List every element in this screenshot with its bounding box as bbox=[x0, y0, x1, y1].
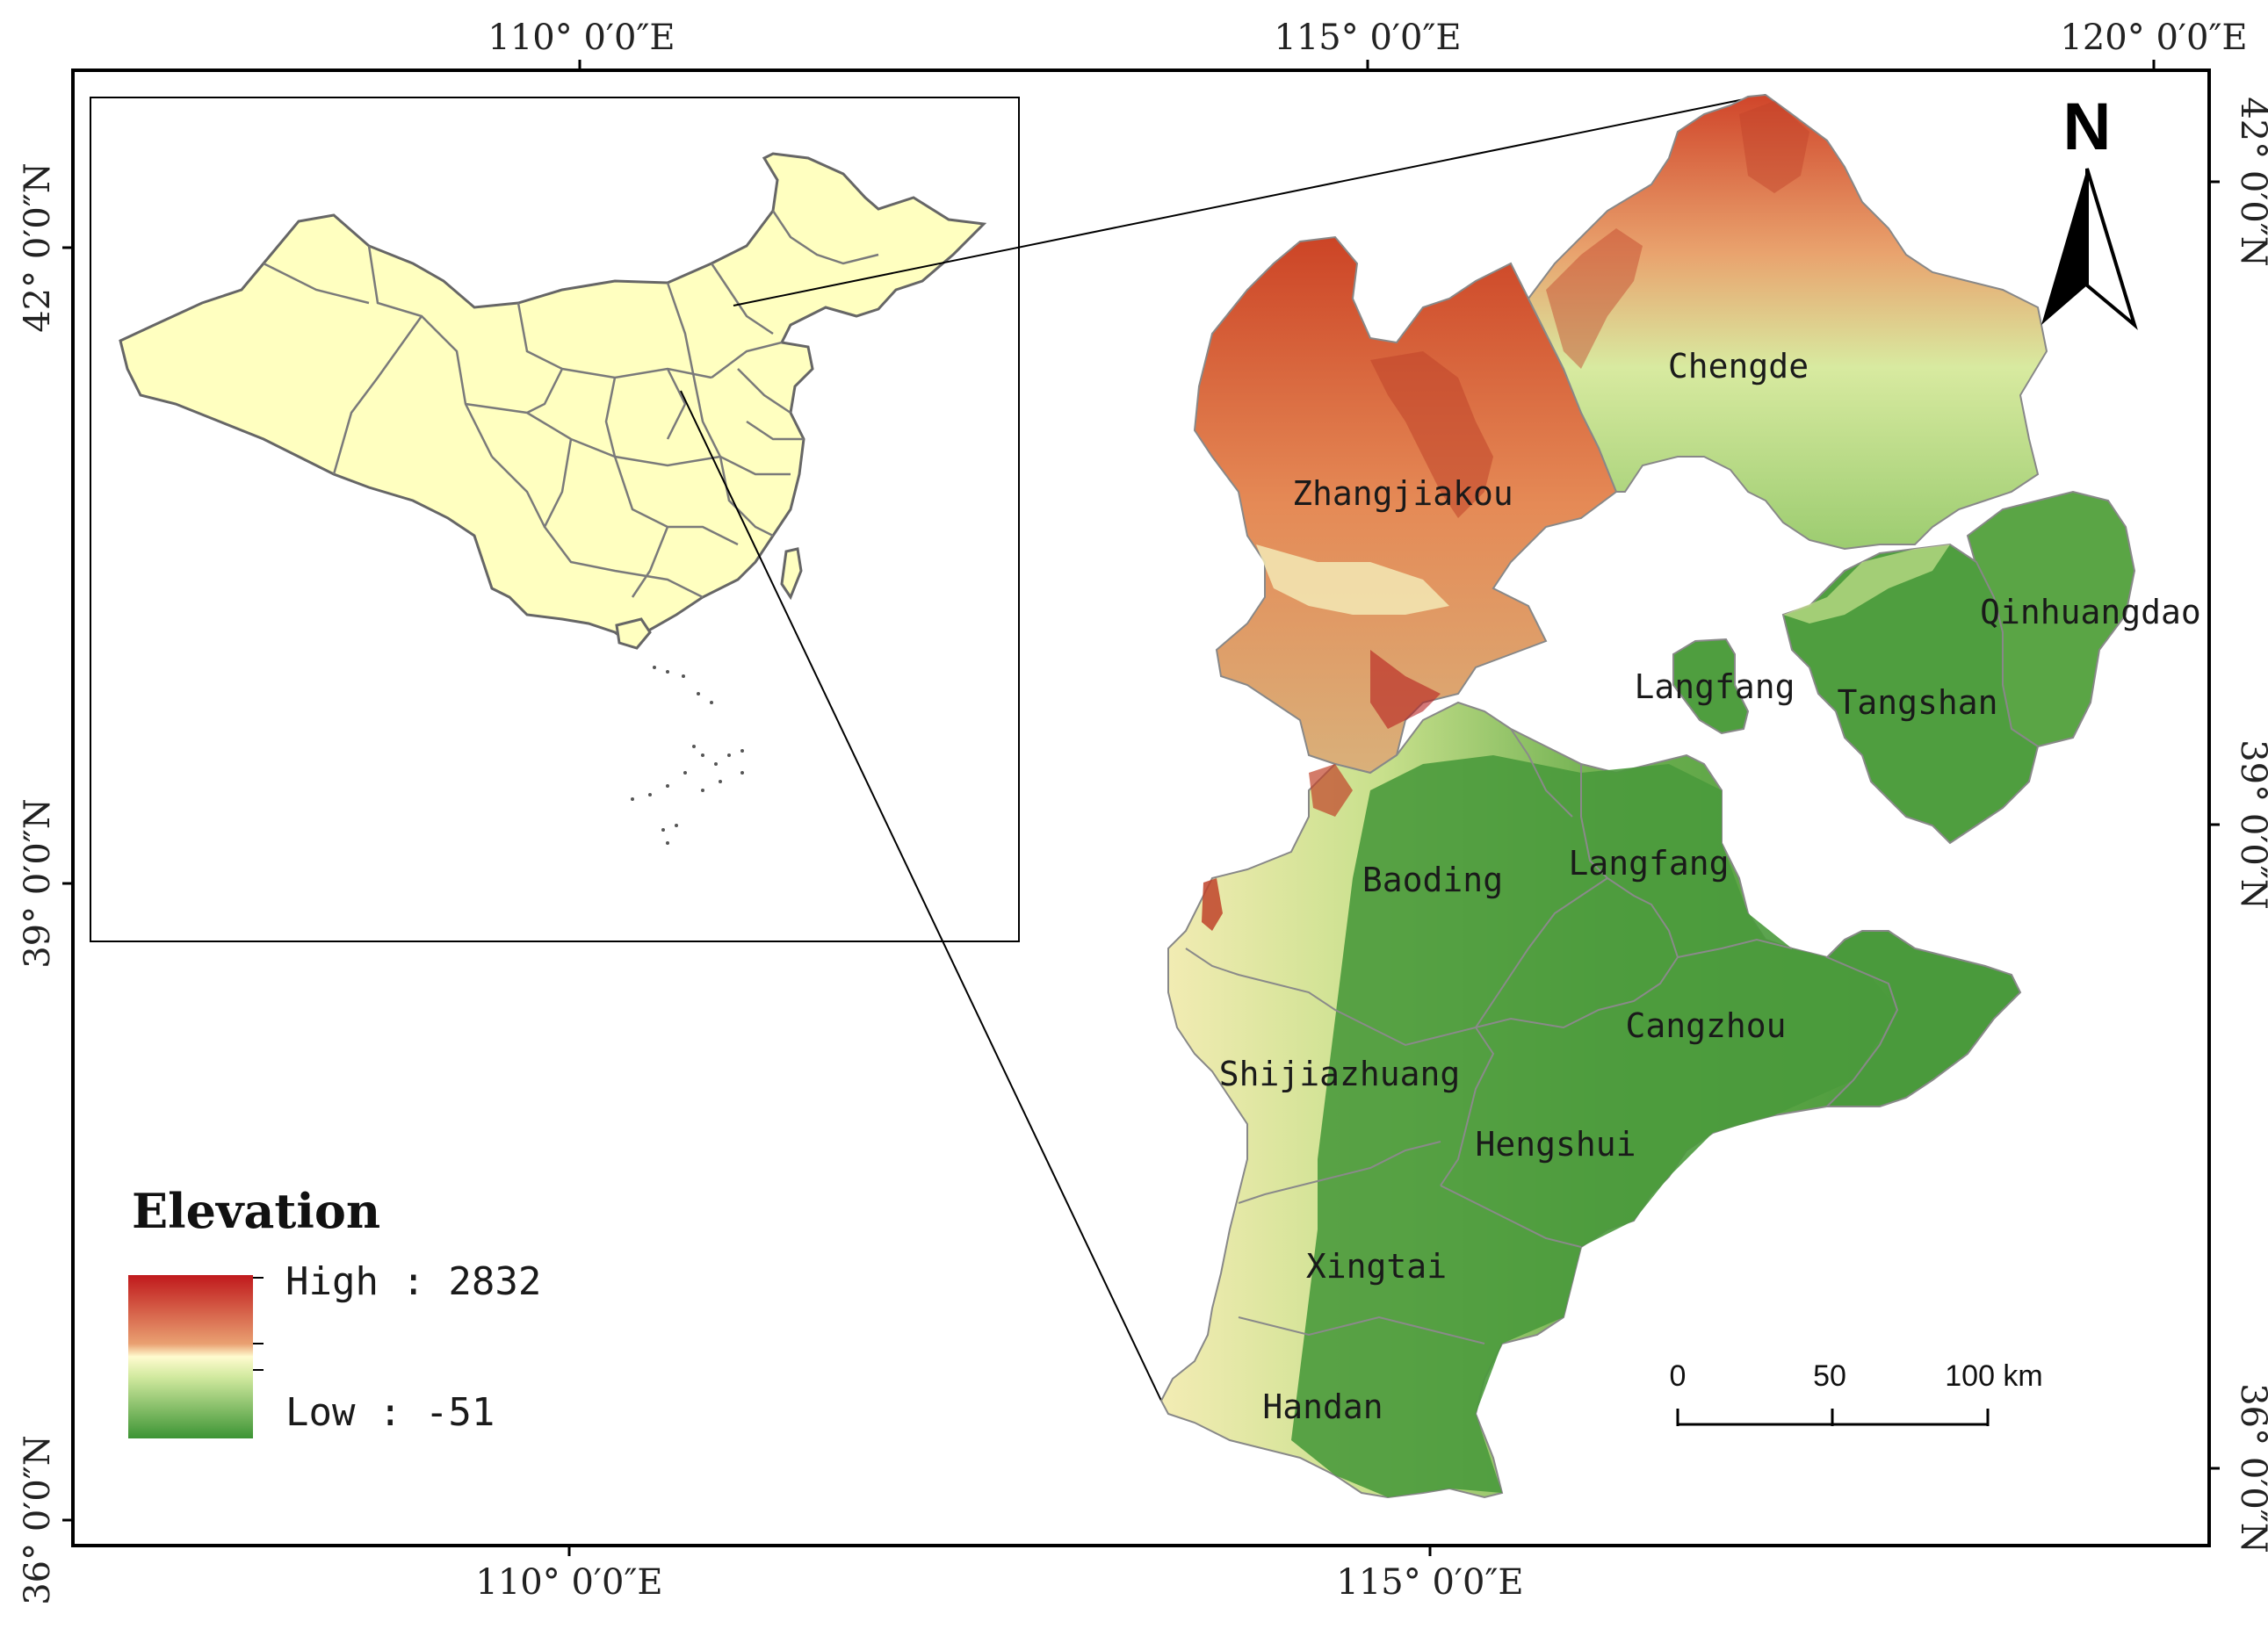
city-label-qinhuangdao: Qinhuangdao bbox=[1980, 593, 2201, 631]
city-label-langfang-north: Langfang bbox=[1634, 667, 1795, 706]
scale-label-0: 0 bbox=[1670, 1359, 1687, 1393]
legend-high-label: High : 2832 bbox=[285, 1259, 541, 1304]
legend-title: Elevation bbox=[132, 1183, 380, 1239]
city-label-cangzhou: Cangzhou bbox=[1625, 1006, 1786, 1045]
right-latitude-label: 42° 0′0″N bbox=[2233, 97, 2268, 267]
left-latitude-label: 36° 0′0″N bbox=[18, 1435, 58, 1605]
city-label-xingtai: Xingtai bbox=[1306, 1247, 1447, 1286]
scale-label-100km: 100 km bbox=[1945, 1359, 2043, 1393]
inset-connector-lines bbox=[680, 94, 1766, 1402]
right-latitude-label: 36° 0′0″N bbox=[2233, 1383, 2268, 1553]
elevation-legend: Elevation High : 2832 Low : -51 bbox=[128, 1183, 541, 1438]
legend-color-ramp bbox=[128, 1275, 253, 1438]
top-longitude-label: 115° 0′0″E bbox=[1274, 18, 1461, 58]
city-label-baoding: Baoding bbox=[1362, 861, 1503, 899]
city-label-shijiazhuang: Shijiazhuang bbox=[1219, 1055, 1461, 1093]
north-arrow: N bbox=[2041, 90, 2138, 330]
city-label-langfang-south: Langfang bbox=[1568, 844, 1729, 883]
city-label-handan: Handan bbox=[1262, 1388, 1383, 1426]
north-label: N bbox=[2063, 90, 2112, 164]
frame-ticks bbox=[62, 60, 2220, 1556]
bottom-longitude-label: 115° 0′0″E bbox=[1336, 1562, 1523, 1603]
city-label-chengde: Chengde bbox=[1668, 347, 1809, 386]
city-label-zhangjiakou: Zhangjiakou bbox=[1292, 474, 1513, 513]
city-label-tangshan: Tangshan bbox=[1837, 683, 1997, 722]
china-inset-map bbox=[119, 152, 987, 845]
left-latitude-label: 42° 0′0″N bbox=[18, 162, 58, 333]
left-latitude-label: 39° 0′0″N bbox=[18, 798, 58, 969]
bottom-longitude-label: 110° 0′0″E bbox=[475, 1562, 662, 1603]
city-label-hengshui: Hengshui bbox=[1475, 1125, 1636, 1164]
right-latitude-label: 39° 0′0″N bbox=[2233, 739, 2268, 910]
scale-bar: 0 50 100 km bbox=[1670, 1359, 2043, 1426]
top-longitude-label: 110° 0′0″E bbox=[488, 18, 675, 58]
legend-low-label: Low : -51 bbox=[285, 1390, 495, 1435]
hebei-elevation-map bbox=[1159, 93, 2136, 1499]
scale-label-50: 50 bbox=[1813, 1359, 1846, 1393]
top-longitude-label: 120° 0′0″E bbox=[2060, 18, 2247, 58]
